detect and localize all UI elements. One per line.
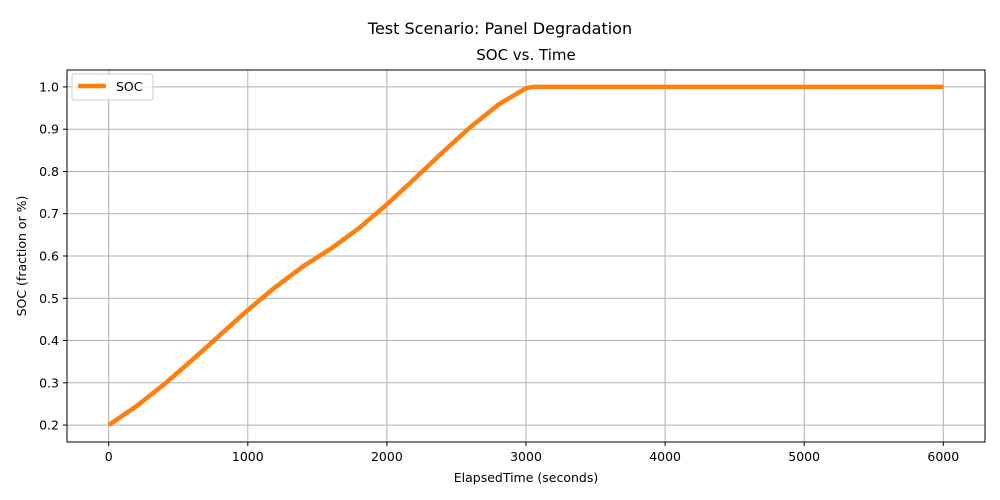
y-tick-label: 0.3 <box>39 375 59 390</box>
y-tick-label: 0.8 <box>39 164 59 179</box>
y-tick-label: 0.7 <box>39 206 59 221</box>
chart-title: SOC vs. Time <box>476 46 576 64</box>
y-tick-label: 0.9 <box>39 122 59 137</box>
y-axis-ticks: 0.2 0.3 0.4 0.5 0.6 0.7 0.8 0.9 1.0 <box>39 79 67 433</box>
y-tick-label: 0.2 <box>39 418 59 433</box>
x-tick-label: 0 <box>105 449 113 464</box>
grid-layer <box>67 70 985 442</box>
legend-label-soc: SOC <box>116 79 143 94</box>
y-tick-label: 0.5 <box>39 291 59 306</box>
x-tick-label: 1000 <box>232 449 264 464</box>
y-tick-label: 0.6 <box>39 249 59 264</box>
series-line-soc <box>107 84 944 427</box>
legend: SOC <box>71 73 154 101</box>
figure-suptitle: Test Scenario: Panel Degradation <box>367 19 632 38</box>
x-tick-label: 5000 <box>788 449 820 464</box>
x-tick-label: 2000 <box>371 449 403 464</box>
series-layer <box>107 84 944 427</box>
y-tick-label: 1.0 <box>39 79 59 94</box>
x-tick-label: 3000 <box>510 449 542 464</box>
x-axis-label: ElapsedTime (seconds) <box>454 470 599 485</box>
y-axis-label: SOC (fraction or %) <box>14 196 29 317</box>
x-tick-label: 6000 <box>927 449 959 464</box>
x-tick-label: 4000 <box>649 449 681 464</box>
legend-box <box>71 73 154 101</box>
x-axis-ticks: 0 1000 2000 3000 4000 5000 6000 <box>105 442 959 464</box>
y-tick-label: 0.4 <box>39 333 59 348</box>
